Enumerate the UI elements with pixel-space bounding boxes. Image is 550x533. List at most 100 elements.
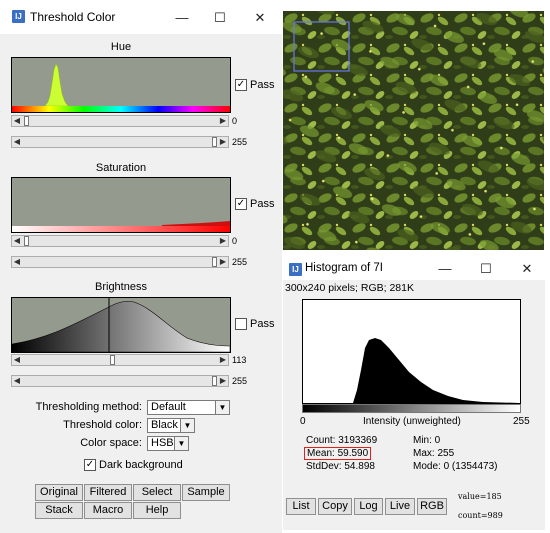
saturation-label: Saturation — [95, 162, 147, 174]
slider-right-arrow-icon[interactable]: ▶ — [218, 236, 228, 246]
stat-mean: Mean: 59.590 — [304, 447, 372, 460]
intensity-histogram[interactable] — [302, 299, 521, 404]
slider-thumb[interactable] — [24, 116, 29, 126]
dark-background-check[interactable]: ✓ — [84, 459, 96, 471]
hue-histogram-graphic — [12, 63, 230, 112]
saturation-min-slider[interactable]: ◀ ▶ — [11, 235, 229, 247]
slider-right-arrow-icon[interactable]: ▶ — [218, 376, 228, 386]
histogram-titlebar: IJ Histogram of 7I — ☐ ✕ — [283, 258, 545, 280]
value-readout: value=185 — [458, 492, 502, 501]
slider-left-arrow-icon[interactable]: ◀ — [12, 137, 22, 147]
brightness-min-slider[interactable]: ◀ ▶ — [11, 354, 229, 366]
brightness-max-slider[interactable]: ◀ ▶ — [11, 375, 229, 387]
axis-title: Intensity (unweighted) — [363, 416, 461, 427]
stat-max: Max: 255 — [413, 448, 455, 459]
slider-left-arrow-icon[interactable]: ◀ — [12, 236, 22, 246]
copy-button[interactable]: Copy — [318, 498, 352, 515]
stat-min: Min: 0 — [413, 435, 441, 446]
slider-right-arrow-icon[interactable]: ▶ — [218, 137, 228, 147]
brightness-max-value: 255 — [232, 376, 248, 386]
threshold-color-value: Black — [151, 419, 178, 431]
slider-thumb[interactable] — [212, 376, 217, 386]
slider-thumb[interactable] — [212, 257, 217, 267]
chevron-down-icon[interactable]: ▼ — [180, 419, 194, 432]
count-readout: count=989 — [458, 511, 503, 520]
hue-pass-label: Pass — [250, 79, 275, 91]
brightness-histogram-graphic — [12, 298, 230, 352]
saturation-max-slider[interactable]: ◀ ▶ — [11, 256, 229, 268]
slider-left-arrow-icon[interactable]: ◀ — [12, 257, 22, 267]
dark-background-checkbox[interactable]: ✓ Dark background — [84, 459, 183, 471]
dark-background-label: Dark background — [99, 459, 183, 471]
list-button[interactable]: List — [286, 498, 316, 515]
saturation-pass-label: Pass — [250, 198, 275, 210]
hue-min-value: 0 — [232, 116, 238, 126]
histogram-window: IJ Histogram of 7I — ☐ ✕ 300x240 pixels;… — [283, 258, 545, 530]
image-window[interactable] — [283, 11, 544, 250]
hue-max-value: 255 — [232, 137, 248, 147]
intensity-gradient-bar — [302, 404, 521, 413]
hue-pass-check[interactable]: ✓ — [235, 79, 247, 91]
imagej-icon: IJ — [289, 263, 302, 276]
stack-button[interactable]: Stack — [35, 502, 83, 519]
original-button[interactable]: Original — [35, 484, 83, 501]
thresholding-method-select[interactable]: Default ▼ — [147, 400, 230, 415]
hue-histogram — [11, 57, 231, 113]
window-title: Threshold Color — [30, 10, 116, 24]
slider-right-arrow-icon[interactable]: ▶ — [218, 116, 228, 126]
hue-min-slider[interactable]: ◀ ▶ — [11, 115, 229, 127]
brightness-label: Brightness — [95, 281, 147, 293]
threshold-titlebar: IJ Threshold Color — ☐ ✕ — [0, 0, 282, 34]
hue-pass-checkbox[interactable]: ✓ Pass — [235, 79, 274, 91]
slider-thumb[interactable] — [110, 355, 115, 365]
slider-right-arrow-icon[interactable]: ▶ — [218, 355, 228, 365]
slider-left-arrow-icon[interactable]: ◀ — [12, 355, 22, 365]
brightness-pass-check[interactable] — [235, 318, 247, 330]
intensity-histogram-graphic — [353, 338, 520, 403]
axis-max-label: 255 — [513, 416, 530, 427]
log-button[interactable]: Log — [354, 498, 383, 515]
macro-button[interactable]: Macro — [84, 502, 132, 519]
live-button[interactable]: Live — [385, 498, 415, 515]
hue-label: Hue — [110, 41, 132, 53]
stat-count: Count: 3193369 — [306, 435, 378, 446]
hue-max-slider[interactable]: ◀ ▶ — [11, 136, 229, 148]
saturation-pass-check[interactable]: ✓ — [235, 198, 247, 210]
filtered-button[interactable]: Filtered — [84, 484, 132, 501]
sample-button[interactable]: Sample — [182, 484, 230, 501]
maximize-icon[interactable]: ☐ — [480, 261, 492, 276]
stat-mode: Mode: 0 (1354473) — [413, 461, 498, 472]
slider-thumb[interactable] — [24, 236, 29, 246]
threshold-color-window: IJ Threshold Color — ☐ ✕ Hue ✓ Pass ◀ ▶ — [0, 0, 282, 533]
saturation-min-value: 0 — [232, 236, 238, 246]
image-info: 300x240 pixels; RGB; 281K — [285, 282, 414, 294]
brightness-pass-checkbox[interactable]: Pass — [235, 318, 274, 330]
imagej-icon: IJ — [12, 10, 25, 23]
slider-right-arrow-icon[interactable]: ▶ — [218, 257, 228, 267]
chevron-down-icon[interactable]: ▼ — [215, 401, 229, 414]
selection-rectangle[interactable] — [293, 21, 350, 72]
saturation-histogram — [11, 177, 231, 233]
maximize-icon[interactable]: ☐ — [214, 10, 226, 25]
rgb-button[interactable]: RGB — [417, 498, 447, 515]
minimize-icon[interactable]: — — [438, 261, 452, 276]
select-button[interactable]: Select — [133, 484, 181, 501]
chevron-down-icon[interactable]: ▼ — [174, 437, 188, 450]
help-button[interactable]: Help — [133, 502, 181, 519]
thresholding-method-label: Thresholding method: — [35, 401, 142, 413]
slider-left-arrow-icon[interactable]: ◀ — [12, 376, 22, 386]
close-icon[interactable]: ✕ — [521, 261, 533, 276]
saturation-pass-checkbox[interactable]: ✓ Pass — [235, 198, 274, 210]
color-space-label: Color space: — [80, 437, 142, 449]
vegetation-photo — [283, 11, 544, 250]
saturation-max-value: 255 — [232, 257, 248, 267]
close-icon[interactable]: ✕ — [254, 10, 266, 25]
brightness-histogram — [11, 297, 231, 353]
threshold-color-select[interactable]: Black ▼ — [147, 418, 195, 433]
slider-left-arrow-icon[interactable]: ◀ — [12, 116, 22, 126]
brightness-min-value: 113 — [232, 355, 247, 365]
color-space-select[interactable]: HSB ▼ — [147, 436, 189, 451]
minimize-icon[interactable]: — — [175, 10, 189, 25]
slider-thumb[interactable] — [212, 137, 217, 147]
thresholding-method-value: Default — [151, 401, 186, 413]
